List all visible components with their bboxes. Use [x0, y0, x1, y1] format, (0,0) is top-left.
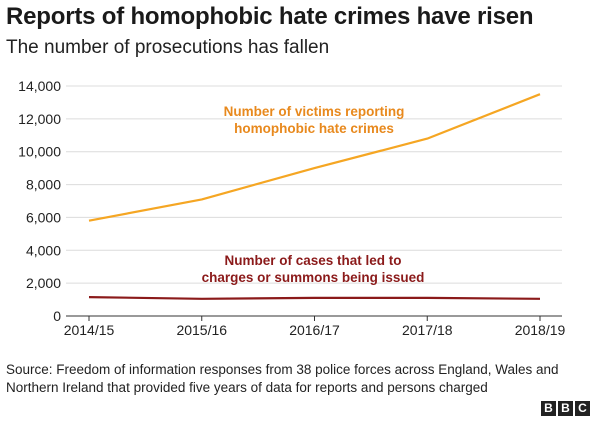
x-tick-label: 2017/18: [402, 322, 453, 338]
bbc-logo-letter-2: B: [558, 401, 573, 416]
x-tick-label: 2018/19: [515, 322, 566, 338]
y-tick-label: 6,000: [26, 209, 61, 225]
annotation-line: homophobic hate crimes: [234, 121, 394, 136]
y-tick-label: 0: [53, 308, 61, 324]
series-annotations: Number of victims reporting homophobic ha…: [202, 104, 425, 285]
y-axis-tick-labels: 0 2,000 4,000 6,000 8,000 10,000 12,000 14,000: [18, 78, 61, 324]
series-lines: [88, 93, 541, 300]
bbc-logo-letter-1: B: [541, 401, 556, 416]
chart-title: Reports of homophobic hate crimes have r…: [6, 3, 534, 30]
y-tick-label: 4,000: [26, 242, 61, 258]
y-tick-label: 2,000: [26, 275, 61, 291]
annotation-charges-summons: Number of cases that led to charges or su…: [202, 253, 425, 285]
x-tick-label: 2014/15: [64, 322, 115, 338]
y-tick-label: 8,000: [26, 177, 61, 193]
y-tick-label: 12,000: [18, 111, 61, 127]
bbc-logo-letter-3: C: [575, 401, 590, 416]
gridlines: [66, 85, 562, 284]
series-line-victims-reporting: [88, 93, 541, 222]
chart-subtitle: The number of prosecutions has fallen: [6, 37, 330, 58]
y-tick-label: 14,000: [18, 78, 61, 94]
series-line-charges-summons: [88, 296, 541, 300]
annotation-line: Number of cases that led to: [224, 253, 401, 268]
x-tick-label: 2015/16: [176, 322, 227, 338]
y-tick-label: 10,000: [18, 144, 61, 160]
bbc-logo: B B C: [541, 401, 590, 416]
source-note: Source: Freedom of information responses…: [6, 362, 559, 395]
line-chart: 02,0004,0006,0008,00010,00012,00014,000 …: [18, 78, 566, 338]
annotation-line: charges or summons being issued: [202, 270, 425, 285]
annotation-line: Number of victims reporting: [224, 104, 405, 119]
annotation-victims-reporting: Number of victims reporting homophobic ha…: [224, 104, 405, 136]
x-axis: 2014/15 2015/16 2016/17 2017/18 2018/19: [64, 315, 566, 338]
x-tick-label: 2016/17: [289, 322, 340, 338]
